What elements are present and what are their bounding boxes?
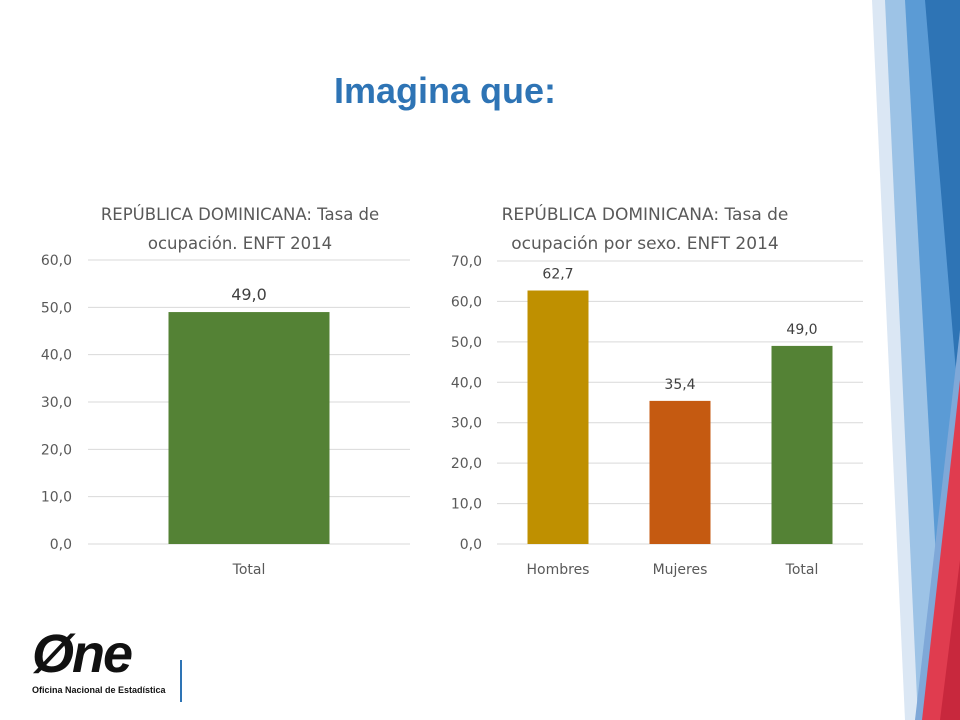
chart-1-title: REPÚBLICA DOMINICANA: Tasa de ocupación.… bbox=[40, 200, 440, 258]
chart-2-y-tick-label: 0,0 bbox=[460, 537, 482, 553]
chart-1-y-tick-label: 20,0 bbox=[41, 442, 72, 458]
chart-1-title-line-2: ocupación. ENFT 2014 bbox=[147, 234, 333, 253]
chart-2-y-tick-label: 70,0 bbox=[451, 254, 482, 270]
logo-divider bbox=[180, 660, 182, 702]
chart-1-y-tick-label: 10,0 bbox=[41, 490, 72, 506]
chart-2-y-tick-label: 10,0 bbox=[451, 497, 482, 513]
chart-2-y-tick-label: 60,0 bbox=[451, 294, 482, 310]
chart-2-data-label: 35,4 bbox=[664, 377, 695, 393]
chart-1-y-tick-label: 30,0 bbox=[41, 395, 72, 411]
chart-2-x-tick-label: Hombres bbox=[527, 562, 590, 578]
chart-1-bar-total bbox=[168, 312, 330, 544]
chart-2-y-tick-label: 50,0 bbox=[451, 335, 482, 351]
slide-title: Imagina que: bbox=[333, 70, 557, 111]
chart-2-title: REPÚBLICA DOMINICANA: Tasa de ocupación … bbox=[445, 201, 845, 259]
chart-2-x-tick-label: Total bbox=[785, 562, 819, 578]
chart-2-data-label: 62,7 bbox=[542, 267, 573, 283]
logo-subtitle: Oficina Nacional de Estadística bbox=[32, 685, 166, 695]
chart-2-y-tick-label: 40,0 bbox=[451, 375, 482, 391]
logo: Øne Oficina Nacional de Estadística bbox=[30, 624, 190, 708]
chart-1-y-tick-label: 60,0 bbox=[41, 253, 72, 269]
chart-1-x-tick-label: Total bbox=[232, 562, 266, 578]
chart-1-y-tick-label: 50,0 bbox=[41, 300, 72, 316]
chart-2-y-tick-label: 30,0 bbox=[451, 416, 482, 432]
chart-2-title-line-1: REPÚBLICA DOMINICANA: Tasa de bbox=[501, 205, 789, 225]
chart-1-data-label: 49,0 bbox=[231, 285, 267, 304]
logo-wordmark: Øne bbox=[32, 624, 133, 684]
chart-2-x-tick-label: Mujeres bbox=[653, 562, 708, 578]
chart-2-data-label: 49,0 bbox=[786, 322, 817, 338]
chart-1-y-tick-label: 40,0 bbox=[41, 348, 72, 364]
chart-2-y-tick-label: 20,0 bbox=[451, 456, 482, 472]
chart-2-bar-hombres bbox=[527, 290, 589, 544]
chart-2-bar-mujeres bbox=[649, 400, 711, 544]
chart-2-bar-total bbox=[771, 345, 833, 544]
chart-2-title-line-2: ocupación por sexo. ENFT 2014 bbox=[511, 234, 779, 254]
chart-1-title-line-1: REPÚBLICA DOMINICANA: Tasa de bbox=[100, 205, 380, 224]
chart-1-y-tick-label: 0,0 bbox=[50, 537, 72, 553]
